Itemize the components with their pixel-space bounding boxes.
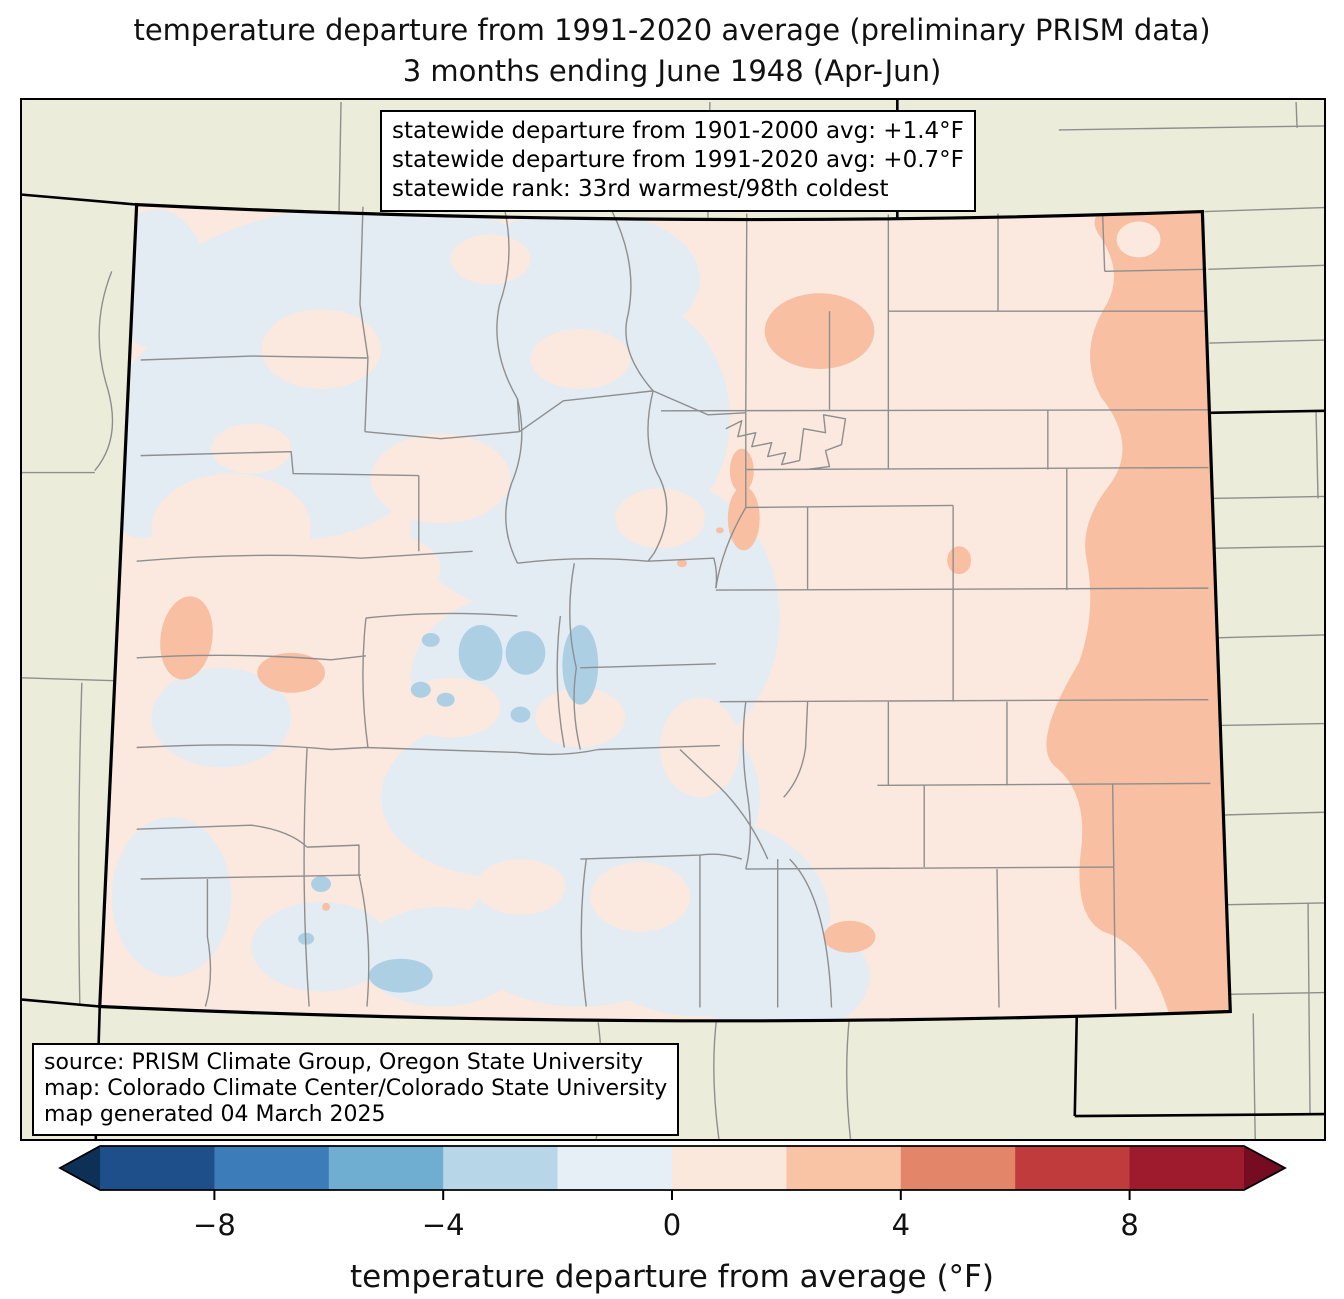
colorbar-outline: [58, 1145, 1287, 1191]
colorado-map: [22, 100, 1324, 1139]
colorbar-under-arrow: [60, 1146, 100, 1190]
cool-anomaly-medium-blobs: [298, 624, 599, 993]
colorbar-tick-label: 4: [892, 1208, 910, 1242]
title-line-2: 3 months ending June 1948 (Apr-Jun): [402, 54, 942, 88]
colorbar-block: −8 −4 0 4 8 temperature departure from avera…: [0, 1140, 1344, 1299]
stats-line-2: statewide departure from 1991-2020 avg: …: [392, 147, 964, 173]
colorbar-segments: [100, 1146, 1245, 1190]
map-frame: statewide departure from 1901-2000 avg: …: [20, 98, 1326, 1141]
colorbar-segment: [443, 1146, 559, 1190]
colorbar-segment: [214, 1146, 330, 1190]
warm-marbling-patches: [151, 234, 740, 932]
colorbar-tick-labels: −8 −4 0 4 8: [193, 1208, 1139, 1242]
colorbar-segment: [900, 1146, 1016, 1190]
colorbar-segment: [100, 1146, 215, 1190]
colorbar-segment: [328, 1146, 444, 1190]
colorbar-segment: [557, 1146, 673, 1190]
colorbar-tick-label: 8: [1120, 1208, 1138, 1242]
page-title: temperature departure from 1991-2020 ave…: [0, 10, 1344, 92]
stats-line-3: statewide rank: 33rd warmest/98th coldes…: [392, 176, 889, 202]
colorbar-tick-label: 0: [663, 1208, 681, 1242]
stats-line-1: statewide departure from 1901-2000 avg: …: [392, 118, 964, 144]
colorbar-tick-label: −8: [193, 1208, 236, 1242]
colorbar-label: temperature departure from average (°F): [350, 1259, 994, 1295]
colorbar-ticks: [213, 1190, 1131, 1200]
colorbar-over-arrow: [1244, 1146, 1285, 1190]
source-box: source: PRISM Climate Group, Oregon Stat…: [32, 1043, 680, 1136]
state-outline: [98, 202, 1232, 1023]
source-line-3: map generated 04 March 2025: [44, 1102, 386, 1127]
colorbar-segment: [672, 1146, 787, 1190]
colorbar-segment: [1015, 1146, 1131, 1190]
colorbar-tick-label: −4: [422, 1208, 465, 1242]
county-lines: [136, 206, 1211, 1010]
source-line-1: source: PRISM Climate Group, Oregon Stat…: [44, 1050, 644, 1075]
colorbar-segment: [786, 1146, 902, 1190]
title-line-1: temperature departure from 1991-2020 ave…: [133, 13, 1211, 47]
source-line-2: map: Colorado Climate Center/Colorado St…: [44, 1076, 668, 1101]
stats-box: statewide departure from 1901-2000 avg: …: [380, 110, 976, 212]
colorbar: −8 −4 0 4 8 temperature departure from avera…: [58, 1145, 1287, 1295]
colorbar-segment: [1129, 1146, 1245, 1190]
neighbor-county-lines: [22, 101, 1324, 1139]
warm-band-pale-spot: [1116, 221, 1161, 258]
